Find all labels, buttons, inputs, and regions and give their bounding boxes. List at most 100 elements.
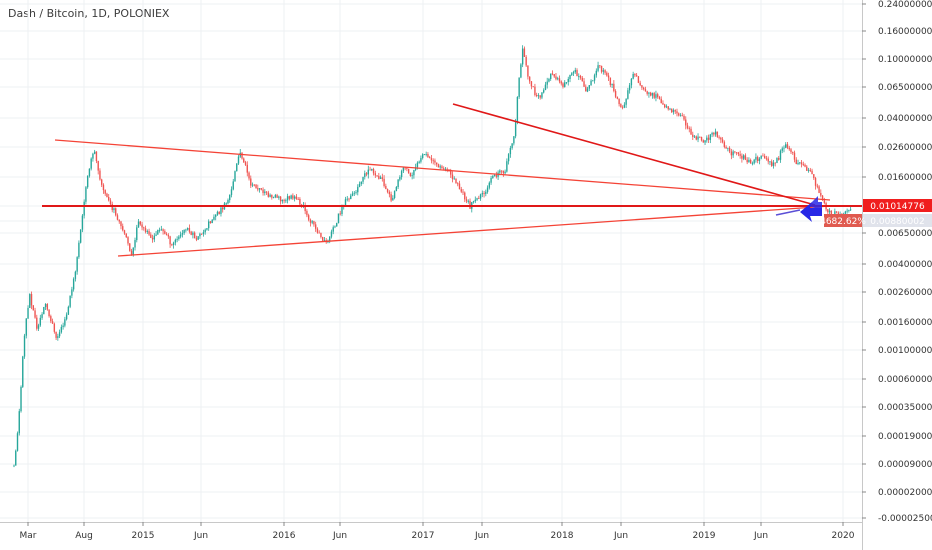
candle-body bbox=[378, 175, 380, 179]
candle-body bbox=[439, 166, 441, 168]
candle-body bbox=[262, 189, 264, 193]
candle-body bbox=[688, 128, 690, 130]
candle-body bbox=[820, 192, 822, 196]
candle-body bbox=[751, 163, 754, 165]
candle-body bbox=[637, 76, 640, 83]
x-tick-label: Jun bbox=[332, 531, 347, 541]
candle-body bbox=[781, 148, 783, 151]
candle-body bbox=[253, 184, 255, 186]
lower-trendline bbox=[117, 205, 831, 257]
candle-body bbox=[592, 80, 594, 82]
candle-body bbox=[455, 178, 457, 184]
y-tick-label: 0.00009000 bbox=[878, 460, 932, 470]
candle-body bbox=[274, 195, 277, 198]
candle-body bbox=[276, 195, 278, 198]
candle-body bbox=[739, 154, 741, 156]
candle-body bbox=[806, 166, 808, 171]
x-tick-label: Aug bbox=[75, 531, 93, 541]
candle-body bbox=[837, 212, 840, 216]
candle-body bbox=[60, 326, 63, 333]
candle-body bbox=[248, 172, 250, 179]
candle-body bbox=[199, 233, 201, 237]
candle-body bbox=[362, 176, 364, 182]
x-tick-label: Jun bbox=[474, 531, 489, 541]
candle-body bbox=[27, 307, 29, 319]
candle-body bbox=[250, 178, 252, 186]
candle-body bbox=[588, 85, 590, 89]
candle-body bbox=[695, 136, 697, 140]
candle-body bbox=[369, 169, 371, 171]
candle-body bbox=[723, 142, 726, 147]
grid bbox=[0, 0, 862, 522]
candle-body bbox=[329, 236, 331, 241]
candle-body bbox=[557, 78, 559, 80]
candle-body bbox=[13, 465, 15, 467]
candle-body bbox=[441, 166, 443, 169]
candle-body bbox=[542, 90, 545, 93]
candle-body bbox=[232, 181, 234, 190]
candle-body bbox=[518, 77, 520, 97]
candle-body bbox=[835, 211, 838, 213]
candle-body bbox=[490, 178, 492, 183]
candle-body bbox=[771, 161, 773, 166]
x-axis-ticks: Mar Aug 2015 Jun 2016 Jun 2017 Jun 2018 Jun 2019 Ju… bbox=[20, 522, 855, 541]
candle-body bbox=[846, 210, 848, 212]
trendlines[interactable] bbox=[42, 103, 862, 257]
candle-body bbox=[386, 189, 389, 192]
candle-body bbox=[260, 188, 263, 190]
y-tick-label: 0.00100000 bbox=[878, 346, 932, 356]
candle-body bbox=[693, 136, 696, 138]
pct-tag-bg bbox=[824, 214, 862, 227]
candle-body bbox=[122, 226, 124, 231]
candle-body bbox=[679, 115, 682, 117]
candle-body bbox=[648, 92, 650, 94]
candle-body bbox=[407, 168, 410, 174]
candle-body bbox=[499, 170, 501, 173]
candle-body bbox=[234, 171, 236, 182]
candle-body bbox=[478, 198, 480, 200]
candle-body bbox=[367, 169, 369, 175]
candle-body bbox=[185, 229, 187, 231]
candle-body bbox=[469, 200, 471, 209]
neutral-tag-label: 0.00880002 bbox=[870, 217, 924, 227]
price-tag-label: 0.01014776 bbox=[870, 202, 925, 212]
candle-body bbox=[583, 81, 585, 87]
candle-body bbox=[732, 151, 734, 156]
candle-body bbox=[400, 171, 403, 178]
candle-body bbox=[797, 163, 799, 164]
candle-body bbox=[225, 203, 227, 205]
candle-body bbox=[351, 193, 354, 196]
arrow-annotation bbox=[800, 196, 822, 222]
candle-body bbox=[827, 209, 829, 213]
candle-body bbox=[492, 176, 494, 179]
candle-body bbox=[169, 236, 171, 245]
candle-body bbox=[504, 171, 506, 174]
candle-body bbox=[544, 84, 547, 91]
neutral-tag-bg bbox=[863, 214, 932, 227]
candle-body bbox=[655, 94, 657, 98]
candle-body bbox=[579, 75, 582, 78]
candle-body bbox=[550, 73, 552, 79]
candle-body bbox=[613, 83, 615, 92]
candle-body bbox=[143, 227, 145, 229]
candle-body bbox=[692, 134, 694, 137]
candle-body bbox=[171, 244, 173, 246]
candle-body bbox=[616, 96, 619, 99]
candle-body bbox=[451, 174, 454, 179]
candle-body bbox=[427, 154, 429, 158]
candle-body bbox=[664, 104, 666, 108]
candle-body bbox=[123, 230, 126, 234]
candle-body bbox=[609, 77, 612, 85]
candle-body bbox=[330, 231, 333, 237]
candle-body bbox=[399, 177, 401, 180]
candle-body bbox=[562, 83, 564, 87]
candle-body bbox=[390, 194, 392, 201]
candles bbox=[13, 45, 852, 468]
candle-body bbox=[599, 65, 601, 67]
candle-body bbox=[44, 303, 47, 307]
candle-body bbox=[572, 72, 575, 74]
candle-body bbox=[539, 95, 541, 98]
candle-body bbox=[614, 91, 617, 97]
y-tick-label: 0.00060000 bbox=[878, 375, 932, 385]
